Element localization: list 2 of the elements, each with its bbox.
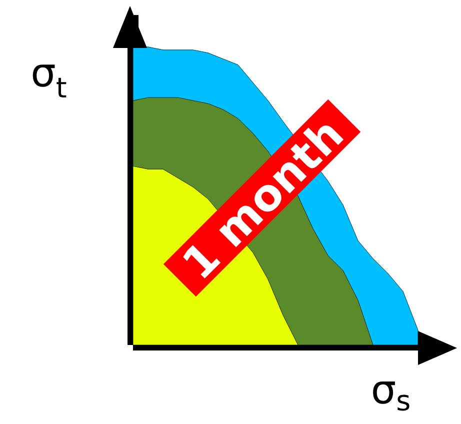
x-axis-title: σ$_{s}$ [373, 382, 410, 411]
y-axis-title: σ$_{t}$ [32, 64, 66, 98]
